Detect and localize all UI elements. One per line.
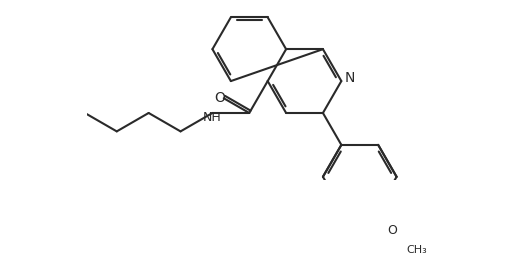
Text: O: O [387,224,397,237]
Text: N: N [345,71,355,85]
Text: NH: NH [203,111,222,124]
Text: CH₃: CH₃ [406,245,427,255]
Text: O: O [214,91,225,105]
